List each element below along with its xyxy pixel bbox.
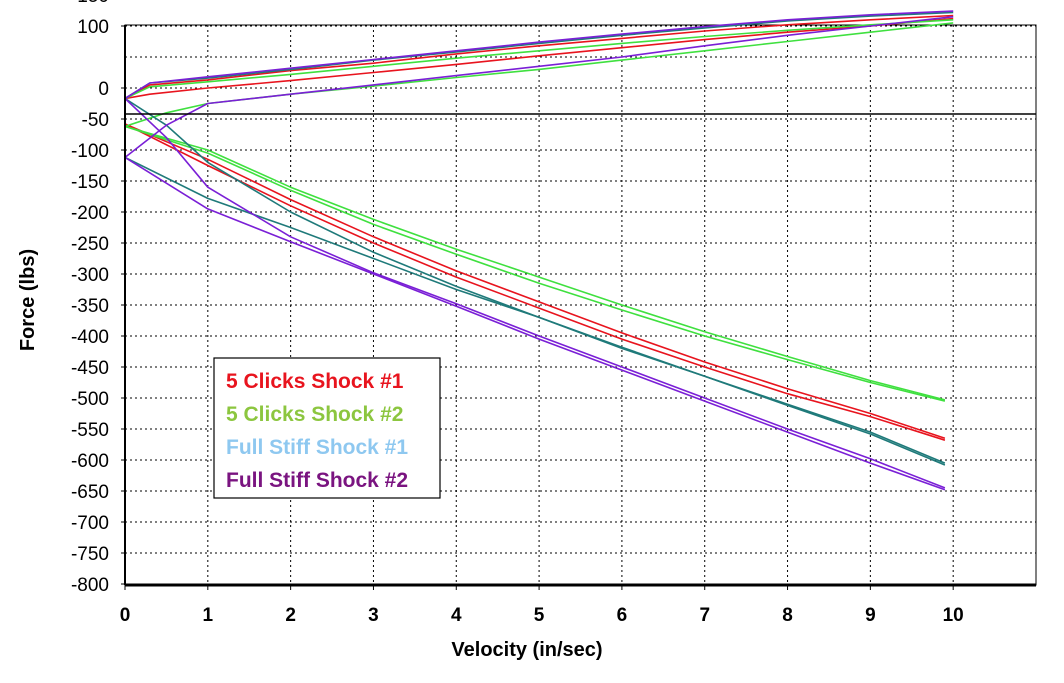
x-tick-label: 8: [782, 605, 793, 626]
series-line: [124, 10, 954, 100]
y-tick-label: -200: [71, 203, 109, 224]
y-tick-label: -150: [71, 172, 109, 193]
y-tick-label: -750: [71, 544, 109, 565]
y-tick-label: -800: [71, 575, 109, 596]
x-tick-label: 6: [617, 605, 628, 626]
x-tick-label: 5: [534, 605, 545, 626]
series-line: [124, 97, 946, 489]
x-tick-label: 9: [865, 605, 876, 626]
series-line: [124, 17, 954, 100]
series-line: [124, 97, 946, 464]
legend-entry: Full Stiff Shock #2: [226, 469, 408, 492]
legend: 5 Clicks Shock #1 5 Clicks Shock #2 Full S…: [213, 357, 441, 499]
series-3: [124, 11, 954, 466]
series-line: [124, 125, 946, 402]
y-tick-label: -300: [71, 265, 109, 286]
series-line: [124, 19, 954, 100]
x-tick-label: 3: [368, 605, 379, 626]
y-tick-label: -550: [71, 420, 109, 441]
series-layer: [124, 10, 954, 491]
series-line: [124, 22, 954, 128]
y-tick-label: 150: [77, 0, 109, 7]
series-line: [124, 123, 946, 441]
y-tick-label: -500: [71, 389, 109, 410]
x-tick-label: 4: [451, 605, 462, 626]
series-line: [124, 14, 954, 100]
x-tick-label: 1: [203, 605, 214, 626]
y-tick-label: -450: [71, 358, 109, 379]
y-tick-label: -650: [71, 482, 109, 503]
x-tick-label: 2: [285, 605, 296, 626]
y-tick-label: -250: [71, 234, 109, 255]
series-2: [124, 19, 954, 402]
y-tick-label: -350: [71, 296, 109, 317]
legend-entry: Full Stiff Shock #1: [226, 436, 408, 459]
y-tick-label: -400: [71, 327, 109, 348]
y-tick-label: -600: [71, 451, 109, 472]
x-tick-label: 0: [120, 605, 131, 626]
y-tick-label: 0: [98, 79, 109, 100]
x-axis-title: Velocity (in/sec): [451, 639, 602, 661]
axis-layer: 1501000-50-100-150-200-250-300-350-400-4…: [71, 0, 1036, 626]
y-tick-label: 100: [77, 17, 109, 38]
series-line: [124, 11, 954, 100]
series-1: [124, 14, 954, 441]
legend-entry: 5 Clicks Shock #1: [226, 370, 404, 393]
series-4: [124, 10, 954, 491]
series-line: [124, 15, 954, 159]
legend-box: [213, 357, 441, 499]
y-tick-label: -50: [82, 110, 109, 131]
x-tick-label: 10: [943, 605, 964, 626]
legend-entry: 5 Clicks Shock #2: [226, 403, 403, 426]
x-tick-label: 7: [699, 605, 710, 626]
y-axis-title: Force (lbs): [17, 249, 39, 351]
y-tick-label: -700: [71, 513, 109, 534]
series-line: [124, 156, 946, 491]
series-line: [124, 123, 946, 440]
series-line: [124, 125, 946, 401]
y-tick-label: -100: [71, 141, 109, 162]
